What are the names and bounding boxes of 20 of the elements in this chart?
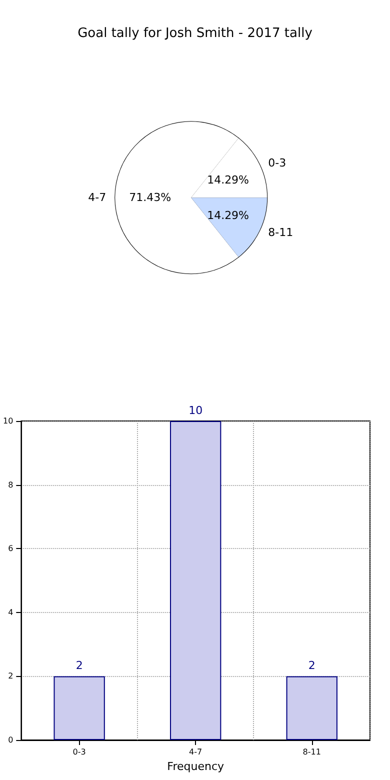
data-label: 14.29%	[207, 173, 250, 186]
x-tick-label: 0-3	[72, 748, 86, 756]
y-tick-label: 6	[8, 544, 14, 554]
y-tick-label: 2	[8, 672, 14, 681]
data-label: 2	[76, 659, 83, 672]
data-label: 10	[188, 404, 203, 417]
x-tick-label: 8-11	[302, 748, 321, 756]
y-tick-label: 4	[8, 608, 14, 617]
slice-label: 0-3	[268, 156, 286, 170]
x-axis-title: Frequency	[167, 760, 224, 773]
x-tick-label: 4-7	[189, 748, 202, 756]
y-tick-label: 10	[2, 416, 14, 426]
data-label: 14.29%	[207, 208, 250, 222]
slice-label: 8-11	[268, 226, 294, 239]
data-label: 71.43%	[129, 191, 172, 204]
slice-label: 4-7	[88, 191, 106, 204]
chart-title: Goal tally for Josh Smith - 2017 tally	[78, 26, 313, 41]
y-tick-label: 8	[8, 480, 14, 490]
data-label: 2	[308, 659, 316, 672]
y-tick-label: 0	[8, 736, 14, 744]
